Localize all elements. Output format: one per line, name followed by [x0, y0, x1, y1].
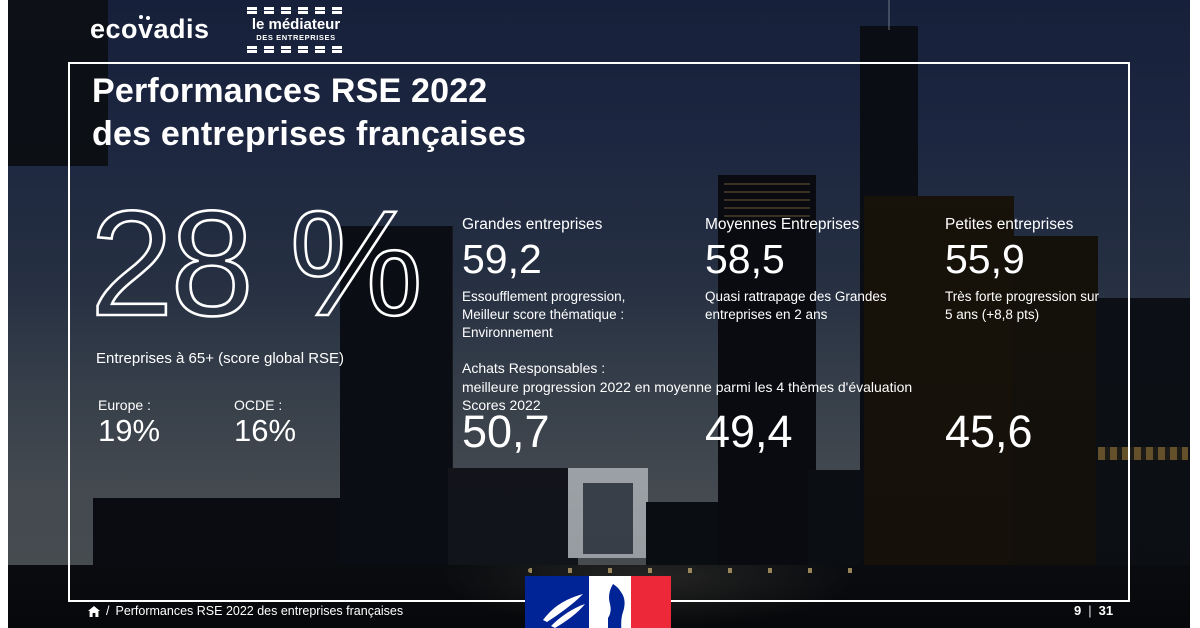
segment-score: 55,9	[945, 236, 1025, 282]
segment-petites-entreprises: Petites entreprises 55,9 Très forte prog…	[945, 216, 1183, 324]
photo-dark-overlay	[8, 0, 1190, 628]
title-line-1: Performances RSE 2022	[92, 72, 488, 110]
segment-note: Quasi rattrapage des Grandes entreprises…	[705, 289, 887, 322]
mediateur-logo-title: le médiateur	[251, 16, 341, 33]
score-2022-grandes: 50,7	[462, 406, 550, 457]
page-number: 9 | 31	[1074, 603, 1113, 618]
grande-arche-building	[568, 468, 648, 558]
skyline-building	[8, 0, 108, 166]
key-stat-value: 28 %	[89, 179, 425, 347]
segment-score: 59,2	[462, 236, 542, 282]
key-stat-label: Entreprises à 65+ (score global RSE)	[96, 350, 345, 367]
mediateur-des-entreprises-logo: le médiateur DES ENTREPRISES	[234, 7, 358, 53]
benchmark-value: 16%	[234, 413, 297, 448]
mediateur-logo-dots-top	[247, 7, 345, 14]
ecovadis-logo: ecovadis	[90, 14, 210, 44]
skyline-building	[718, 175, 816, 628]
page-number-divider: |	[1088, 603, 1092, 618]
page-current: 9	[1074, 603, 1082, 618]
benchmark-value: 19%	[98, 413, 161, 448]
segment-score: 58,5	[705, 236, 785, 282]
segment-note: Essoufflement progression, Meilleur scor…	[462, 289, 626, 340]
benchmark-europe: Europe : 19%	[98, 397, 160, 448]
skyline-lit-windows	[1098, 447, 1188, 460]
achats-line-3: Scores 2022	[462, 397, 541, 413]
segment-name: Grandes entreprises	[462, 216, 603, 233]
ecovadis-logo-dots-icon	[139, 15, 143, 19]
page-total: 31	[1098, 603, 1114, 618]
breadcrumb[interactable]: / Performances RSE 2022 des entreprises …	[88, 604, 403, 618]
skyline-building	[340, 226, 453, 628]
benchmark-label: Europe :	[98, 397, 151, 413]
home-icon[interactable]	[88, 605, 100, 617]
marianne-flag-icon	[525, 576, 671, 628]
grande-arche-opening	[583, 483, 633, 554]
breadcrumb-separator: /	[106, 604, 110, 618]
title-line-2: des entreprises françaises	[92, 115, 527, 153]
antenna	[888, 0, 890, 30]
slide: ecovadis le médiateur DES ENTREPRISES Pe…	[8, 0, 1190, 628]
mediateur-logo-dots-bottom	[247, 46, 345, 53]
segment-note: Très forte progression sur 5 ans (+8,8 p…	[945, 289, 1100, 322]
road-lights	[528, 568, 858, 573]
page-title: Performances RSE 2022 des entreprises fr…	[92, 70, 526, 156]
french-republic-logo	[525, 576, 671, 628]
benchmark-ocde: OCDE : 16%	[234, 397, 296, 448]
achats-line-2: meilleure progression 2022 en moyenne pa…	[462, 378, 913, 395]
score-2022-petites: 45,6	[945, 406, 1033, 457]
skyline-lit-windows	[724, 183, 810, 219]
skyline-building-lit	[1012, 236, 1098, 628]
segment-grandes-entreprises: Grandes entreprises 59,2 Essoufflement p…	[462, 216, 700, 342]
segment-name: Petites entreprises	[945, 216, 1074, 233]
score-2022-moyennes: 49,4	[705, 406, 793, 457]
segment-moyennes-entreprises: Moyennes Entreprises 58,5 Quasi rattrapa…	[705, 216, 943, 324]
achats-responsables-block: Achats Responsables : meilleure progress…	[462, 359, 1022, 415]
breadcrumb-text[interactable]: Performances RSE 2022 des entreprises fr…	[115, 604, 404, 618]
benchmark-label: OCDE :	[234, 397, 283, 413]
skyline-building-lit	[864, 196, 1014, 628]
mediateur-logo-subtitle: DES ENTREPRISES	[256, 33, 336, 42]
segment-name: Moyennes Entreprises	[705, 216, 860, 233]
achats-line-1: Achats Responsables :	[462, 360, 606, 376]
